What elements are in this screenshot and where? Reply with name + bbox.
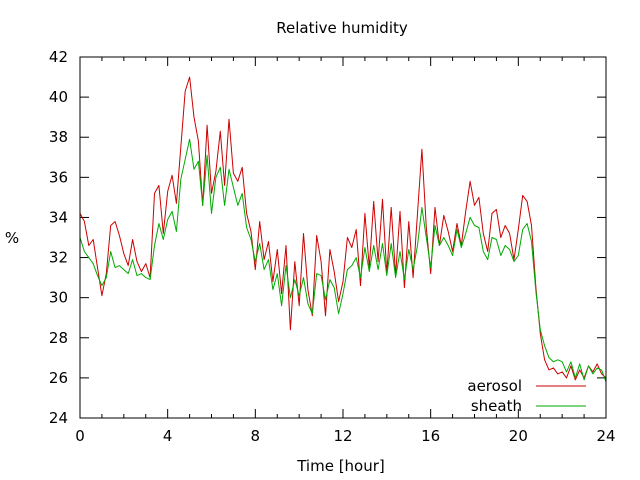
y-tick-label: 40 (49, 88, 68, 106)
x-tick-label: 24 (596, 427, 615, 445)
x-tick-label: 0 (75, 427, 85, 445)
legend-label-sheath: sheath (471, 397, 522, 415)
x-tick-label: 16 (421, 427, 440, 445)
y-tick-label: 24 (49, 409, 68, 427)
x-tick-label: 20 (509, 427, 528, 445)
series-lines (79, 76, 607, 383)
legend-label-aerosol: aerosol (467, 377, 522, 395)
x-axis-label: Time [hour] (296, 457, 385, 475)
y-tick-label: 36 (49, 168, 68, 186)
series-line-sheath (79, 138, 607, 383)
x-tick-label: 8 (251, 427, 261, 445)
chart-title: Relative humidity (276, 19, 408, 37)
axis-ticks (79, 56, 607, 419)
y-tick-label: 32 (49, 249, 68, 267)
x-tick-label: 4 (163, 427, 173, 445)
series-line-aerosol (79, 76, 607, 381)
y-tick-label: 34 (49, 208, 68, 226)
legend: aerosol sheath (467, 377, 586, 415)
tick-labels: 24 26 28 30 32 34 36 38 40 42 0 4 8 12 16 20 24 (49, 48, 616, 445)
y-tick-label: 28 (49, 329, 68, 347)
y-tick-label: 30 (49, 289, 68, 307)
y-axis-label: % (5, 229, 19, 247)
y-tick-label: 26 (49, 369, 68, 387)
x-tick-label: 12 (333, 427, 352, 445)
y-tick-label: 38 (49, 128, 68, 146)
plot-frame (79, 56, 607, 419)
y-tick-label: 42 (49, 48, 68, 66)
